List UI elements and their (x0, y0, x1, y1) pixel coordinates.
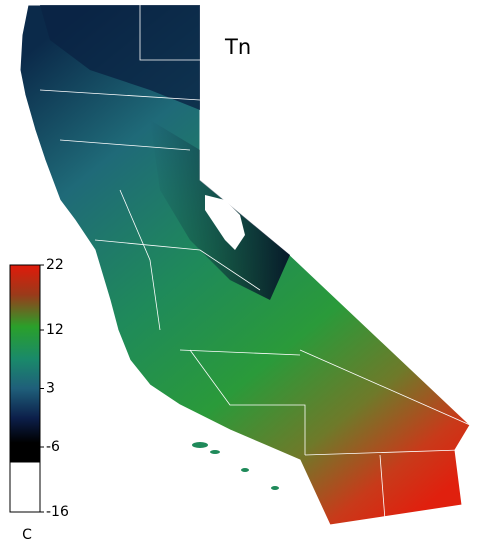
channel-islands (192, 442, 279, 490)
colorbar-tick-label: -16 (46, 504, 69, 520)
colorbar-tick-label: 3 (46, 381, 55, 397)
county-lines (39, 5, 471, 521)
colorbar-tick-label: -6 (46, 439, 60, 455)
colorbar: 22 12 3 -6 -16 (9, 257, 69, 520)
colorbar-tick-label: 22 (46, 257, 64, 273)
northeast-cold (40, 5, 200, 110)
lake-tahoe-area (205, 195, 245, 250)
colorbar-unit: C (22, 527, 32, 543)
colorbar-ramp (9, 264, 41, 513)
map-title: Tn (224, 35, 251, 59)
california-map (19, 4, 471, 526)
colorbar-tick-label: 12 (46, 322, 64, 338)
